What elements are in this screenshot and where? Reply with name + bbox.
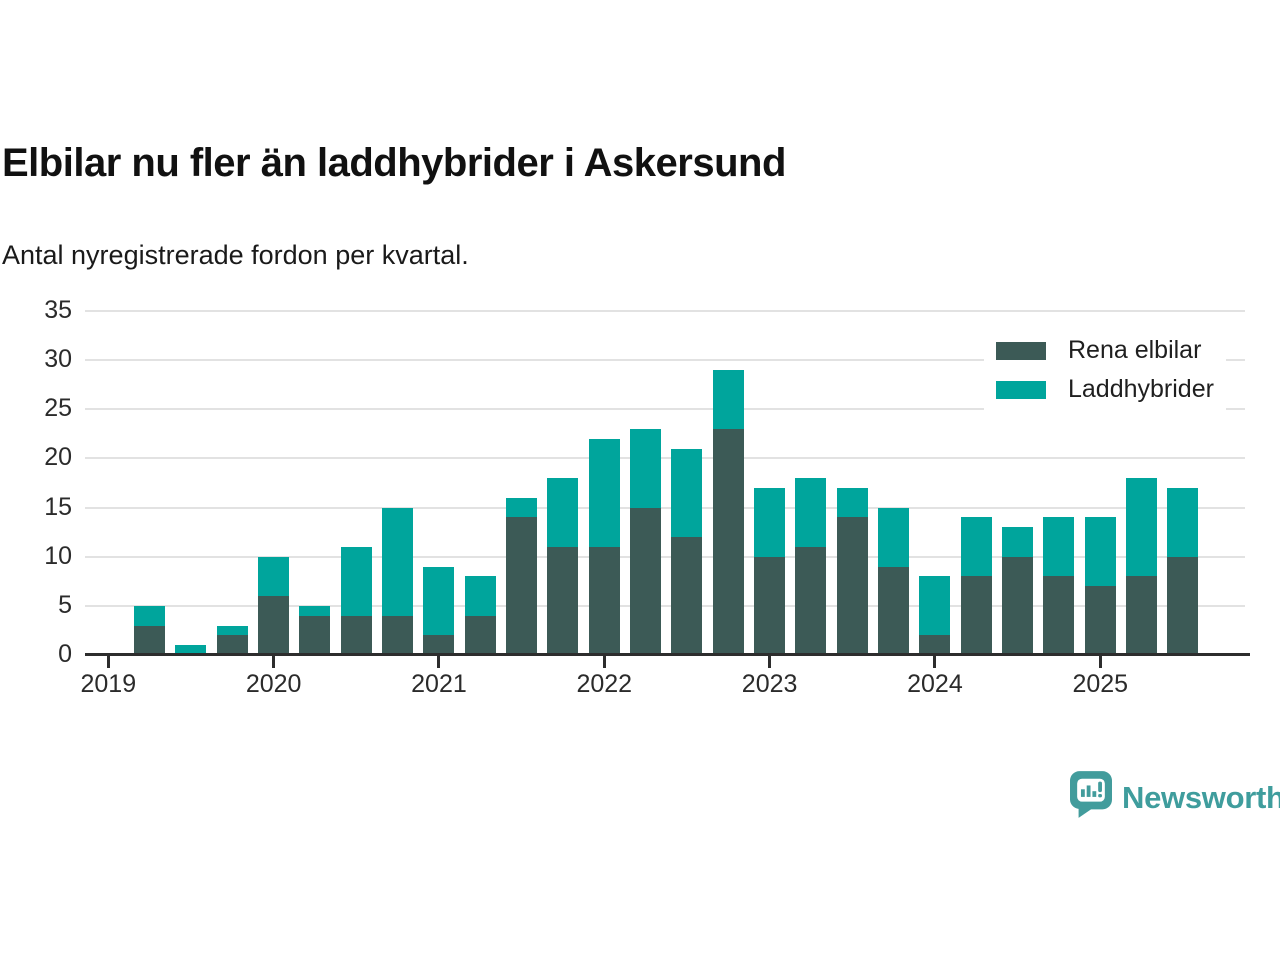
bar-segment-rena-elbilar-2020-k1 [258,596,290,655]
x-axis-tick-2025 [1098,656,1102,668]
y-tick-label-5: 5 [58,590,72,619]
y-tick-label-15: 15 [44,492,72,521]
newsworthy-logo: Newsworthy [1070,771,1280,824]
bar-segment-laddhybrider-2019-k3 [175,645,207,655]
x-tick-label-2022: 2022 [576,670,633,698]
bar-segment-rena-elbilar-2024-k4 [1043,576,1075,655]
gridline-35 [85,310,1245,312]
bar-segment-rena-elbilar-2021-k1 [423,635,455,655]
bar-segment-laddhybrider-2024-k1 [919,576,951,636]
bar-segment-laddhybrider-2022-k3 [671,448,703,538]
x-tick-label-2024: 2024 [907,670,963,698]
bar-segment-laddhybrider-2023-k4 [878,507,910,567]
chart-title: Elbilar nu fler än laddhybrider i Askers… [2,141,786,185]
x-axis-tick-2019 [106,656,110,668]
y-tick-label-10: 10 [44,541,72,570]
y-tick-label-25: 25 [44,394,72,423]
bar-segment-laddhybrider-2024-k2 [960,517,992,577]
bar-segment-rena-elbilar-2020-k3 [340,615,372,655]
y-tick-label-20: 20 [44,443,72,472]
bar-segment-rena-elbilar-2022-k3 [671,537,703,655]
bar-segment-laddhybrider-2023-k3 [836,487,868,518]
bar-segment-rena-elbilar-2025-k2 [1126,576,1158,655]
bar-segment-rena-elbilar-2019-k2 [134,625,166,655]
x-axis-tick-2024 [933,656,937,668]
bar-segment-rena-elbilar-2024-k1 [919,635,951,655]
bar-segment-rena-elbilar-2019-k4 [216,635,248,655]
legend-swatch-rena-elbilar [996,341,1046,360]
bar-segment-rena-elbilar-2022-k1 [588,546,620,655]
gridline-30 [85,359,1245,362]
gridline-20 [85,457,1245,460]
legend-swatch-laddhybrider [996,380,1046,399]
bar-segment-laddhybrider-2021-k4 [547,478,579,547]
bar-segment-laddhybrider-2020-k3 [340,546,372,616]
bar-segment-laddhybrider-2020-k4 [382,507,414,616]
bar-segment-rena-elbilar-2022-k4 [712,428,744,655]
bar-segment-rena-elbilar-2023-k2 [795,546,827,655]
x-tick-label-2025: 2025 [1072,670,1129,698]
newsworthy-logo-text: Newsworthy [1122,779,1280,815]
bar-segment-rena-elbilar-2020-k2 [299,615,331,655]
gridline-25 [85,408,1245,411]
bar-segment-rena-elbilar-2024-k3 [1002,556,1034,655]
bar-segment-laddhybrider-2022-k1 [588,438,620,547]
bar-segment-laddhybrider-2020-k2 [299,605,331,616]
x-tick-label-2019: 2019 [80,670,137,698]
plot-area [85,310,1245,655]
bar-segment-laddhybrider-2021-k3 [506,497,538,518]
bar-segment-laddhybrider-2023-k2 [795,478,827,547]
bar-segment-laddhybrider-2019-k2 [134,605,166,626]
y-tick-label-35: 35 [44,296,72,324]
gridline-10 [85,555,1245,558]
legend-item-rena-elbilar: Rena elbilar [996,336,1214,365]
bar-segment-laddhybrider-2021-k1 [423,566,455,636]
bar-segment-rena-elbilar-2021-k4 [547,546,579,655]
bar-segment-laddhybrider-2024-k4 [1043,517,1075,577]
bar-segment-rena-elbilar-2021-k2 [464,615,496,655]
x-tick-label-2021: 2021 [411,670,467,698]
x-axis-tick-2021 [437,656,441,668]
bar-segment-laddhybrider-2022-k4 [712,369,744,429]
bar-segment-rena-elbilar-2024-k2 [960,576,992,655]
bar-segment-rena-elbilar-2021-k3 [506,517,538,655]
bar-segment-rena-elbilar-2023-k3 [836,517,868,655]
bar-segment-laddhybrider-2021-k2 [464,576,496,616]
bar-segment-laddhybrider-2019-k4 [216,625,248,636]
y-tick-label-0: 0 [58,640,72,668]
x-axis-tick-2023 [768,656,772,668]
x-tick-label-2023: 2023 [741,670,798,698]
bar-segment-rena-elbilar-2023-k1 [754,556,786,655]
bar-segment-rena-elbilar-2022-k2 [630,507,662,655]
chart-subtitle: Antal nyregistrerade fordon per kvartal. [2,240,469,270]
bar-segment-rena-elbilar-2020-k4 [382,615,414,655]
legend-item-laddhybrider: Laddhybrider [996,375,1214,404]
legend-label: Rena elbilar [1068,336,1202,364]
x-axis-line [85,653,1250,656]
x-axis-tick-2022 [602,656,606,668]
legend-label: Laddhybrider [1068,375,1214,403]
bar-segment-laddhybrider-2020-k1 [258,556,290,597]
bar-segment-laddhybrider-2022-k2 [630,428,662,508]
x-axis-tick-2020 [272,656,276,668]
bar-segment-rena-elbilar-2023-k4 [878,566,910,655]
bar-segment-laddhybrider-2025-k1 [1084,517,1116,587]
bar-segment-rena-elbilar-2025-k1 [1084,586,1116,655]
bar-segment-laddhybrider-2025-k3 [1167,487,1199,557]
x-tick-label-2020: 2020 [245,670,302,698]
y-tick-label-30: 30 [44,345,72,374]
gridline-5 [85,604,1245,607]
legend: Rena elbilar Laddhybrider [984,330,1226,412]
newsworthy-logo-icon [1070,771,1112,824]
bar-segment-laddhybrider-2025-k2 [1126,478,1158,577]
gridline-15 [85,506,1245,509]
bar-segment-rena-elbilar-2025-k3 [1167,556,1199,655]
bar-segment-laddhybrider-2023-k1 [754,487,786,557]
bar-segment-laddhybrider-2024-k3 [1002,527,1034,557]
